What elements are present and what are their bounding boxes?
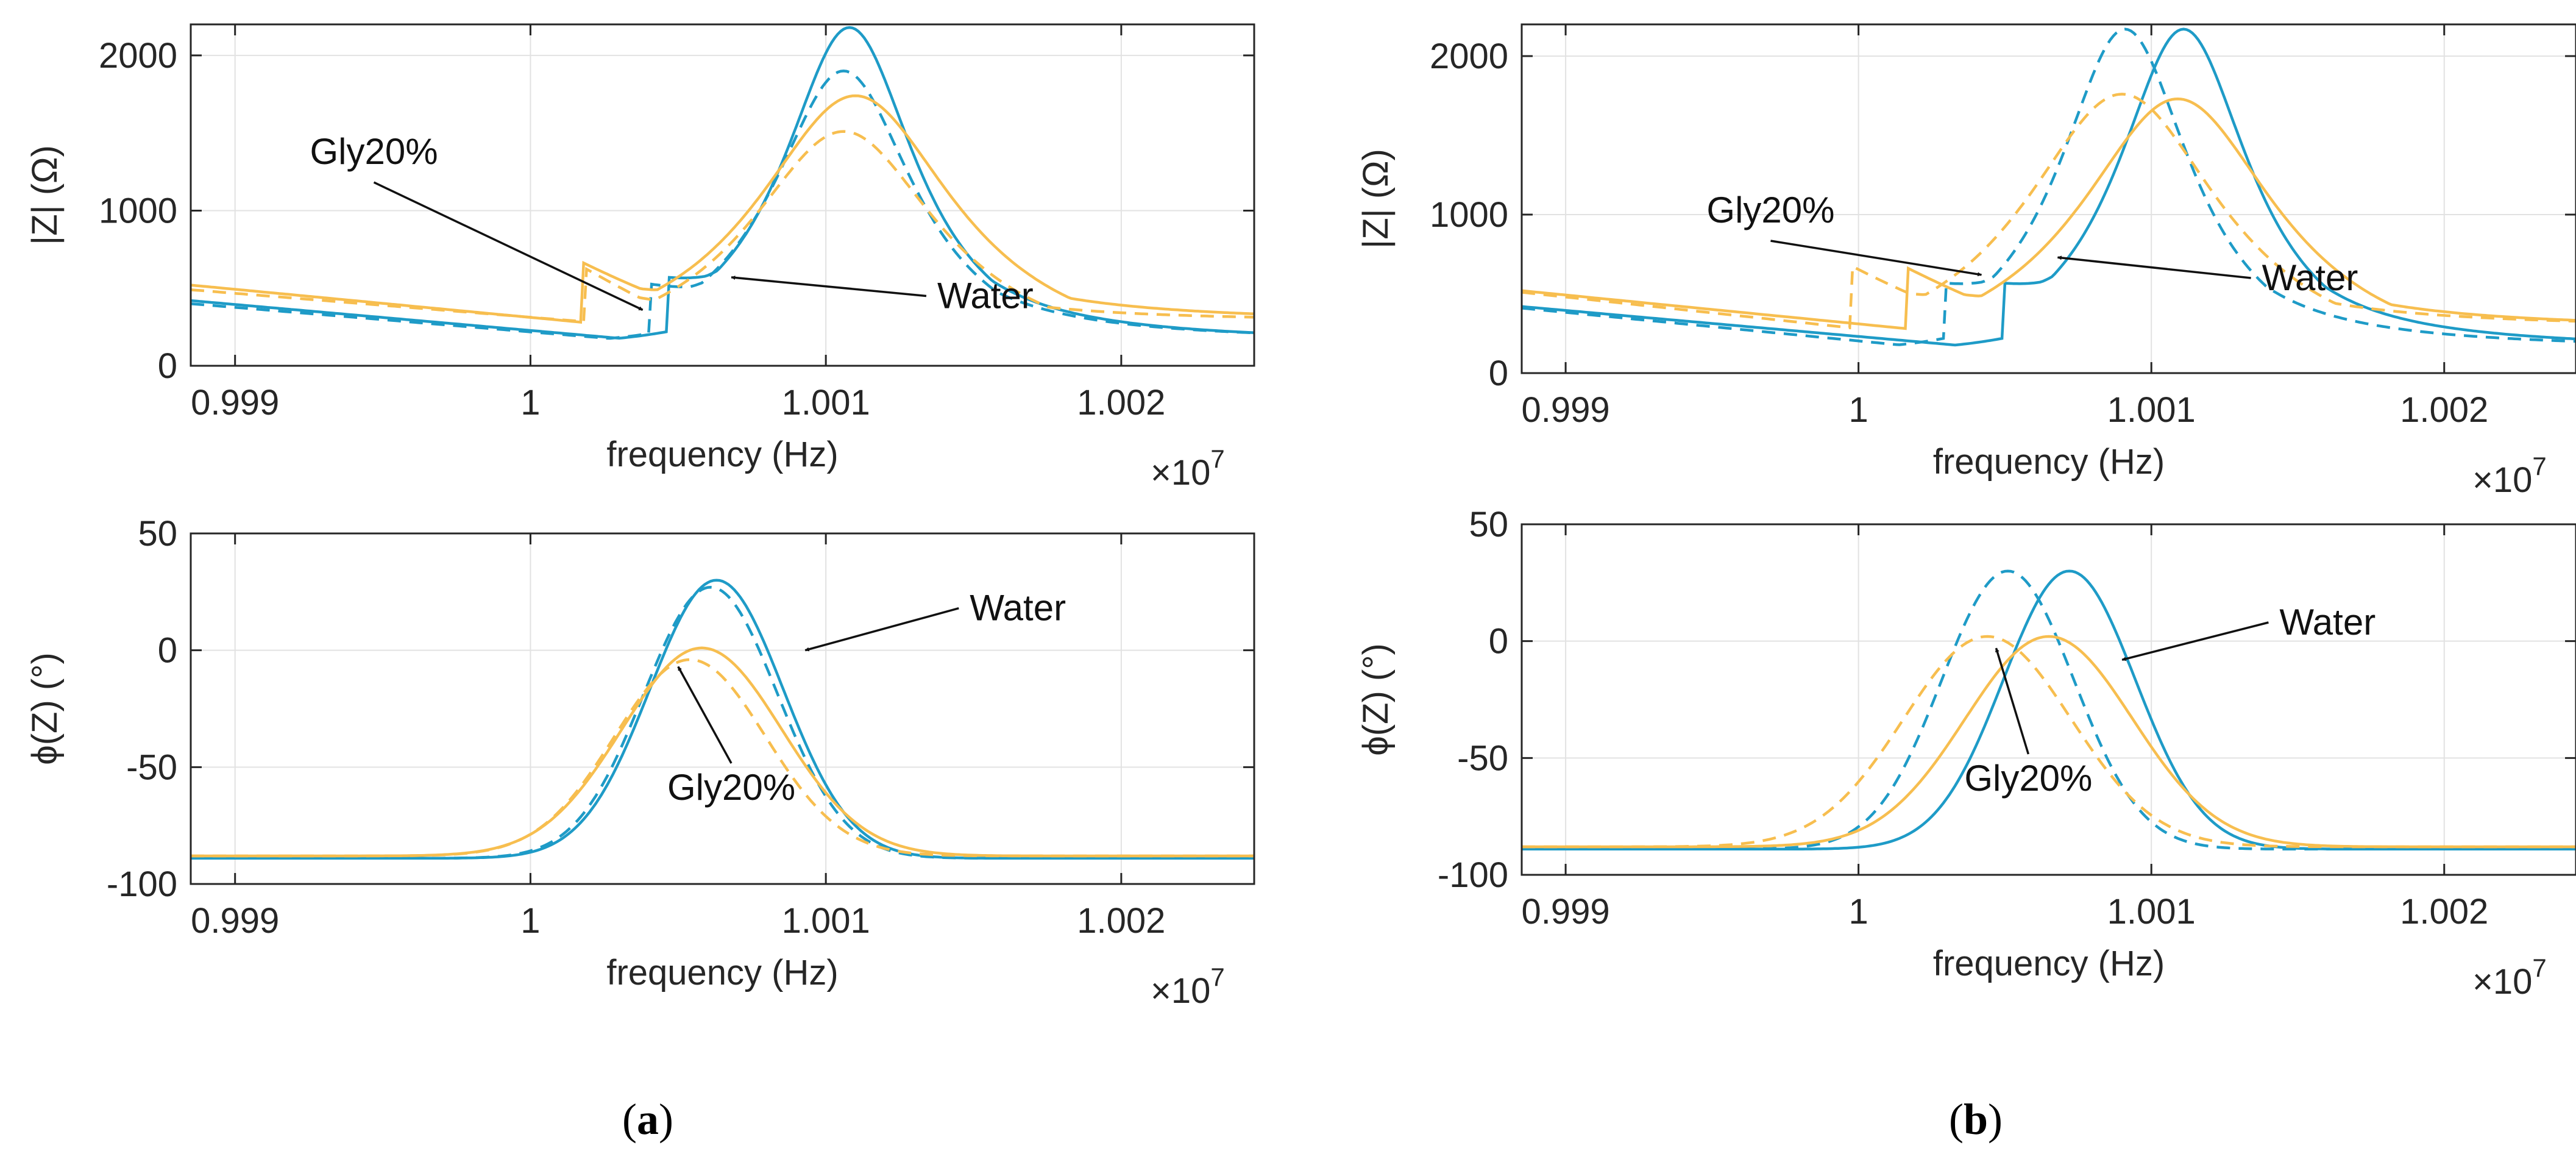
x-tick-label: 1.002	[1077, 901, 1165, 941]
axes-box	[190, 532, 1255, 885]
series-line-water-dashed	[191, 585, 1254, 860]
annotation-label: Water	[970, 588, 1066, 629]
series-line-water	[1522, 27, 2576, 347]
y-axis-label: ϕ(Z) (°)	[25, 652, 65, 764]
y-tick-label: -100	[107, 864, 177, 904]
y-tick-label: 0	[158, 346, 177, 386]
y-tick-label: 50	[1469, 505, 1508, 544]
series-line-water	[191, 26, 1254, 340]
series-line-gly20-dashed	[191, 658, 1254, 858]
panel-a-phase: 0.999 1 1.001 1.002 -100 -50 0 50 frequency (Hz)…	[25, 514, 1255, 1011]
annotation-arrow	[1995, 647, 2030, 755]
x-tick-label: 1	[520, 383, 540, 422]
y-tick-label: -50	[126, 747, 177, 787]
panel-a-mag: 0.999 1 1.001 1.002 0 1000 2000 frequency (Hz) |…	[25, 23, 1255, 493]
y-tick-label: 1000	[1430, 195, 1508, 235]
series-group	[191, 26, 1254, 340]
series-line-gly20-dashed	[1522, 635, 2576, 849]
annotation-arrow	[804, 607, 959, 652]
plot-area	[191, 533, 1254, 884]
series-line-gly20	[191, 94, 1254, 324]
y-tick-label: -100	[1438, 855, 1508, 895]
axes-box	[1520, 23, 2576, 374]
axes-box	[1520, 523, 2576, 876]
x-tick-label: 1	[1849, 390, 1868, 430]
annotation-label: Gly20%	[1964, 758, 2092, 799]
annotation-arrow	[677, 666, 733, 764]
y-tick-label: -50	[1457, 738, 1508, 778]
series-line-gly20	[1522, 97, 2576, 330]
x-tick-label: 1.001	[782, 901, 870, 941]
x-tick-label: 1.002	[1077, 383, 1165, 422]
x-tick-label: 0.999	[1522, 390, 1610, 430]
plot-area	[1522, 24, 2576, 373]
annotation-label: Water	[2279, 602, 2376, 643]
x-tick-label: 1	[520, 901, 540, 941]
x-tick-label: 1.002	[2400, 390, 2488, 430]
annotation-label: Gly20%	[1706, 190, 1834, 230]
series-line-gly20-dashed	[1522, 93, 2576, 330]
x-axis-label: frequency (Hz)	[606, 953, 838, 992]
panel-b-mag: 0.999 1 1.001 1.002 0 1000 2000 frequency (Hz) |…	[1356, 23, 2576, 500]
annotation-label: Gly20%	[310, 131, 438, 172]
x-tick-label: 1	[1849, 892, 1868, 932]
series-line-water-dashed	[1522, 27, 2576, 346]
annotation-arrow	[2121, 621, 2269, 661]
x-exponent-label: ×107	[1151, 444, 1225, 493]
x-tick-label: 1.001	[2107, 390, 2196, 430]
y-tick-label: 2000	[1430, 37, 1508, 76]
series-line-water-dashed	[1522, 569, 2576, 851]
y-axis-label: |Z| (Ω)	[25, 145, 65, 245]
annotation-label: Gly20%	[667, 767, 795, 808]
series-group	[1522, 27, 2576, 347]
y-tick-label: 0	[1489, 622, 1508, 661]
x-tick-label: 0.999	[1522, 892, 1610, 932]
series-line-gly20-dashed	[191, 130, 1254, 323]
y-tick-label: 1000	[99, 191, 177, 230]
x-tick-label: 0.999	[191, 383, 279, 422]
annotation-arrow	[2057, 255, 2251, 279]
annotation-label: Water	[937, 275, 1034, 316]
x-axis-label: frequency (Hz)	[1933, 944, 2165, 983]
annotation-arrow	[1770, 240, 1982, 277]
annotation-arrow	[373, 181, 644, 311]
x-exponent-label: ×107	[1151, 963, 1225, 1011]
y-tick-label: 2000	[99, 36, 177, 76]
series-group	[1522, 569, 2576, 851]
x-exponent-label: ×107	[2472, 953, 2547, 1002]
x-axis-label: frequency (Hz)	[606, 435, 838, 474]
x-tick-label: 1.001	[2107, 892, 2196, 932]
panel-b-phase: 0.999 1 1.001 1.002 -100 -50 0 50 frequency (Hz)…	[1356, 505, 2576, 1002]
axes-box	[190, 23, 1255, 367]
x-axis-label: frequency (Hz)	[1933, 442, 2165, 482]
y-tick-label: 0	[158, 631, 177, 671]
caption-b: (b)	[1949, 1095, 2003, 1144]
plot-area	[1522, 524, 2576, 875]
x-tick-label: 1.001	[782, 383, 870, 422]
y-tick-label: 0	[1489, 354, 1508, 393]
y-tick-label: 50	[138, 514, 177, 554]
y-axis-label: |Z| (Ω)	[1356, 149, 1396, 249]
x-tick-label: 0.999	[191, 901, 279, 941]
caption-a: (a)	[622, 1095, 673, 1144]
annotation-label: Water	[2262, 257, 2358, 298]
annotation-arrow	[731, 276, 927, 298]
series-line-water-dashed	[191, 69, 1254, 340]
x-tick-label: 1.002	[2400, 892, 2488, 932]
y-axis-label: ϕ(Z) (°)	[1356, 643, 1396, 755]
x-exponent-label: ×107	[2472, 452, 2547, 500]
series-group	[191, 579, 1254, 860]
